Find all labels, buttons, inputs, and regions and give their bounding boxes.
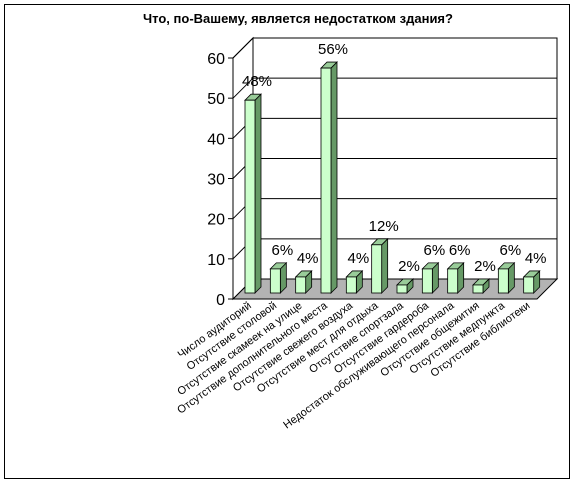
- bar-front: [497, 268, 509, 294]
- bar: [497, 261, 516, 294]
- gridline-side: [232, 37, 254, 59]
- y-tick-label: 40: [207, 131, 225, 148]
- bar: [269, 261, 288, 294]
- y-tick-label: 30: [207, 172, 225, 189]
- y-axis-ticks: 0 10 20 30 40 50 60: [207, 51, 233, 309]
- data-label: 6%: [449, 242, 471, 259]
- bar-side: [330, 61, 338, 294]
- data-label: 2%: [398, 258, 420, 275]
- bar-front: [396, 284, 408, 294]
- data-label: 12%: [369, 218, 399, 235]
- bar-front: [421, 268, 433, 294]
- bar-side: [381, 237, 389, 294]
- bar: [522, 269, 541, 294]
- data-label: 4%: [297, 250, 319, 267]
- bar: [320, 61, 338, 294]
- bar: [396, 278, 414, 294]
- bar: [370, 237, 389, 294]
- data-label: 6%: [499, 242, 521, 259]
- data-label: 48%: [242, 73, 272, 90]
- bar-front: [269, 268, 281, 294]
- bar-front: [345, 276, 357, 294]
- bar: [345, 269, 364, 294]
- y-tick-label: 60: [207, 51, 225, 68]
- chart-walls: [231, 36, 559, 301]
- y-tick-label: 20: [207, 212, 225, 229]
- data-labels: 48%6% 4%56%4%12%2%6% 6%2%6% 4%: [242, 41, 547, 275]
- bar-front: [523, 276, 535, 294]
- bar: [421, 261, 440, 294]
- bar: [472, 278, 490, 294]
- bar: [294, 269, 313, 294]
- bars: [244, 61, 541, 294]
- bar: [244, 93, 262, 294]
- bar-chart: Что, по-Вашему, является недостатком зда…: [143, 11, 559, 431]
- data-label: 4%: [525, 250, 547, 267]
- bar-front: [320, 67, 332, 294]
- bar-side: [254, 93, 262, 294]
- y-tick-label: 0: [216, 292, 225, 309]
- bar-front: [244, 99, 256, 294]
- bar-front: [472, 284, 484, 294]
- chart-title: Что, по-Вашему, является недостатком зда…: [143, 11, 453, 26]
- data-label: 6%: [271, 242, 293, 259]
- y-tick-label: 10: [207, 252, 225, 269]
- bar-front: [371, 244, 383, 294]
- data-label: 6%: [423, 242, 445, 259]
- bar: [446, 261, 465, 294]
- gridline-side: [232, 77, 254, 99]
- data-label: 56%: [318, 41, 348, 58]
- bar-front: [447, 268, 459, 294]
- chart-frame: Что, по-Вашему, является недостатком зда…: [4, 4, 570, 479]
- data-label: 4%: [347, 250, 369, 267]
- bar-front: [295, 276, 307, 294]
- y-tick-label: 50: [207, 91, 225, 108]
- data-label: 2%: [474, 258, 496, 275]
